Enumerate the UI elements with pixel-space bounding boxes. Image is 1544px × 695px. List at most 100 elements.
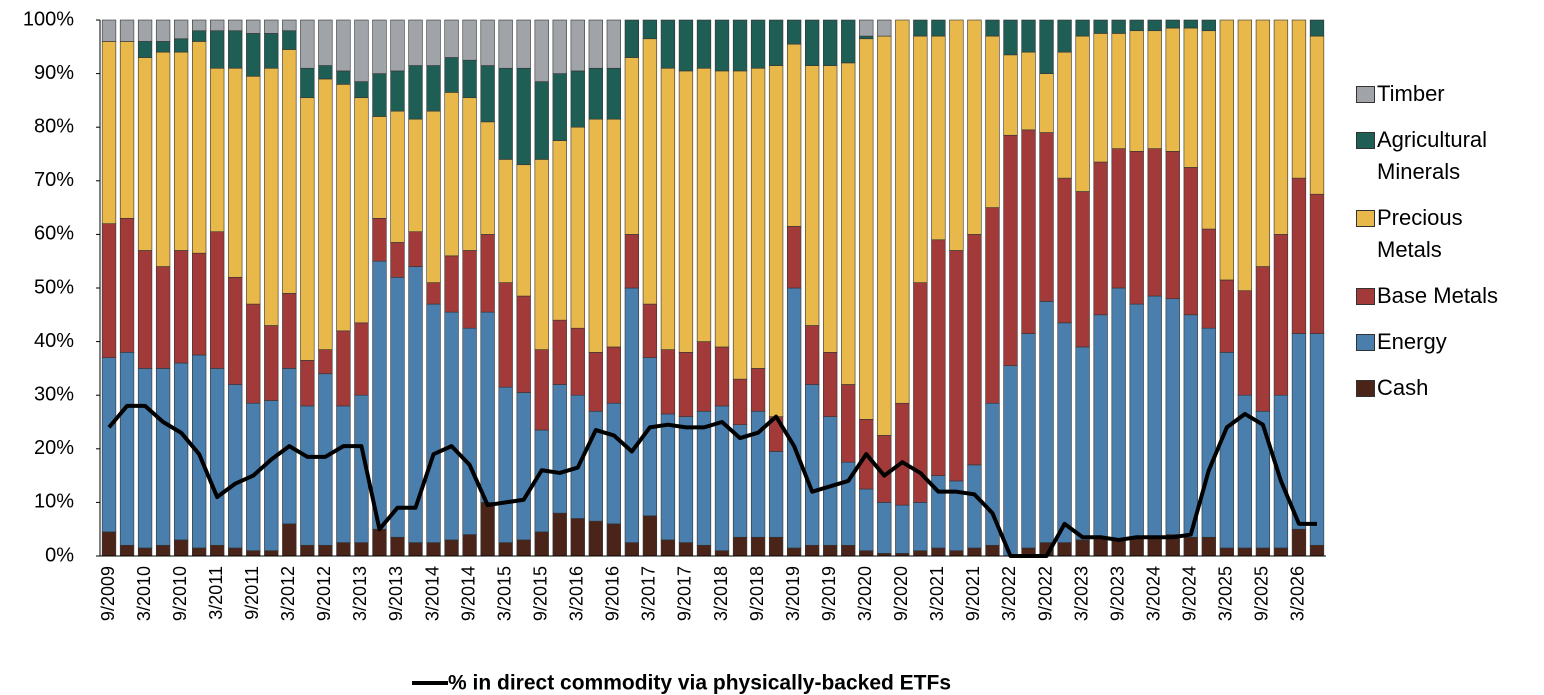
y-tick-label: 100% — [23, 8, 74, 30]
bar-segment — [336, 19, 351, 72]
bar-segment — [264, 19, 279, 34]
bar-segment — [372, 19, 387, 74]
x-tick-label: 9/2013 — [386, 566, 406, 621]
legend-item: Energy — [1356, 326, 1536, 358]
x-tick-label: 3/2021 — [927, 566, 947, 621]
y-tick-label: 0% — [45, 544, 74, 566]
legend-swatch — [1356, 288, 1375, 305]
bar-segment — [354, 97, 369, 324]
bar-segment — [480, 65, 495, 123]
bar-segment — [1093, 33, 1108, 163]
bar-segment — [210, 231, 225, 369]
bar-segment — [1021, 333, 1036, 549]
bar-segment — [444, 92, 459, 257]
bar-segment — [750, 368, 766, 412]
bar-segment — [372, 260, 387, 530]
bar-segment — [1111, 287, 1126, 541]
bar-segment — [913, 19, 928, 37]
legend-swatch — [1356, 334, 1375, 351]
bar-segment — [282, 523, 297, 557]
legend-item: Timber — [1356, 78, 1536, 110]
x-tick-label: 9/2020 — [891, 566, 911, 621]
bar-segment — [228, 547, 243, 557]
bar-segment — [1273, 19, 1289, 235]
bar-segment — [336, 330, 351, 407]
bar-segment — [210, 67, 225, 233]
bar-segment — [823, 416, 838, 546]
bar-segment — [318, 373, 333, 546]
bar-segment — [588, 410, 603, 522]
bar-segment — [354, 81, 369, 99]
bar-segment — [390, 70, 405, 112]
x-tick-label: 3/2017 — [639, 566, 659, 621]
bar-segment — [534, 81, 549, 160]
bar-segment — [642, 38, 658, 305]
bar-segment — [444, 19, 459, 58]
legend-swatch — [1356, 86, 1375, 103]
bar-segment — [768, 65, 784, 417]
bar-segment — [246, 303, 261, 404]
bar-segment — [1093, 19, 1108, 34]
y-tick-label: 60% — [34, 223, 74, 245]
bar-segment — [552, 140, 567, 321]
bar-segment — [552, 319, 567, 385]
bar-segment — [552, 512, 567, 557]
bar-segment — [173, 51, 189, 251]
bar-segment — [714, 70, 730, 348]
bar-segment — [931, 19, 946, 37]
legend-label: Precious Metals — [1377, 205, 1463, 262]
bar-segment — [913, 35, 928, 283]
bar-segment — [1039, 132, 1054, 302]
bar-segment — [786, 287, 802, 549]
bar-segment — [732, 536, 748, 557]
bar-segment — [408, 542, 423, 557]
bar-segment — [300, 19, 315, 69]
bar-segment — [1201, 327, 1216, 538]
bar-segment — [750, 67, 766, 369]
bar-segment — [318, 544, 333, 557]
bar-segment — [823, 19, 838, 66]
bar-segment — [372, 116, 387, 219]
bar-segment — [1255, 410, 1271, 549]
bar-segment — [1075, 191, 1090, 348]
bar-segment — [390, 110, 405, 243]
bar-segment — [1147, 148, 1162, 297]
bar-segment — [552, 384, 567, 514]
bar-segment — [534, 19, 549, 82]
bar-segment — [119, 19, 135, 42]
bar-segment — [642, 303, 658, 358]
bar-segment — [498, 386, 513, 543]
bar-segment — [606, 19, 621, 69]
x-tick-label: 3/2023 — [1071, 566, 1091, 621]
bar-segment — [895, 402, 910, 506]
bar-segment — [119, 41, 135, 219]
bar-segment — [1039, 301, 1054, 543]
bar-segment — [1201, 19, 1216, 32]
bar-segment — [498, 19, 513, 69]
bar-segment — [895, 19, 910, 404]
bar-segment — [696, 410, 712, 546]
legend-label: Timber — [1377, 81, 1445, 106]
x-tick-label: 9/2015 — [530, 566, 550, 621]
y-tick-label: 80% — [34, 115, 74, 137]
bar-segment — [1021, 51, 1036, 131]
x-tick-label: 9/2014 — [458, 566, 478, 621]
bar-segment — [462, 97, 477, 251]
bar-segment — [1057, 322, 1072, 543]
bar-segment — [173, 38, 189, 53]
x-tick-label: 3/2019 — [783, 566, 803, 621]
bar-segment — [859, 488, 874, 551]
bar-segment — [408, 231, 423, 267]
bar-segment — [967, 234, 982, 466]
bar-segment — [1093, 314, 1108, 538]
x-tick-label: 9/2009 — [98, 566, 118, 621]
bar-segment — [1219, 352, 1234, 549]
bar-segment — [1129, 536, 1144, 557]
x-tick-label: 3/2022 — [999, 566, 1019, 621]
legend-label: Energy — [1377, 329, 1447, 354]
bar-segment — [444, 539, 459, 557]
bar-segment — [228, 30, 243, 69]
bar-segment — [1093, 536, 1108, 557]
bar-segment — [570, 126, 585, 329]
x-tick-label: 3/2011 — [206, 566, 226, 620]
